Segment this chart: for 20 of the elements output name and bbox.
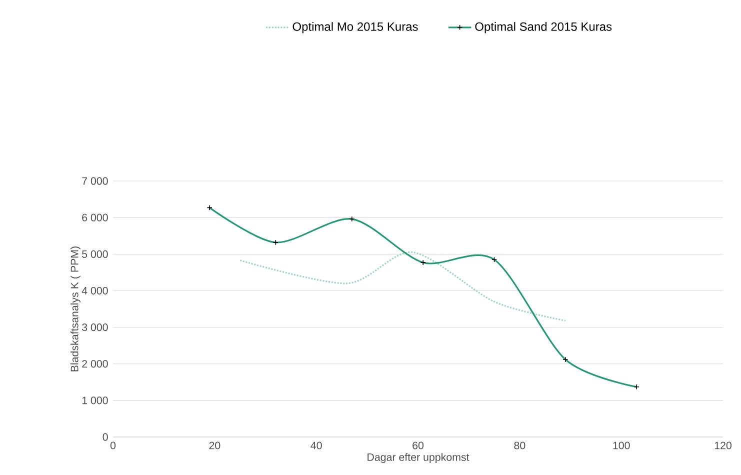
x-tick-label: 40 — [310, 442, 322, 450]
x-tick-label: 80 — [514, 442, 526, 450]
legend-label: Optimal Sand 2015 Kuras — [475, 22, 612, 34]
x-tick-label: 100 — [613, 442, 630, 450]
y-axis-title: Bladskaftsanalys K ( PPM) — [70, 246, 80, 372]
y-tick-label: 0 — [102, 433, 108, 441]
x-axis-title: Dagar efter uppkomst — [368, 453, 470, 464]
line-series — [239, 252, 566, 322]
y-tick-label: 7 000 — [82, 177, 108, 185]
y-tick-label: 4 000 — [82, 286, 108, 294]
legend-label: Optimal Mo 2015 Kuras — [292, 22, 418, 34]
x-tick-label: 120 — [714, 442, 732, 450]
y-tick-label: 2 000 — [82, 360, 108, 368]
x-tick-label: 0 — [110, 442, 116, 450]
x-tick-label: 20 — [209, 442, 220, 450]
y-tick-label: 5 000 — [82, 250, 108, 258]
y-tick-label: 1 000 — [82, 396, 108, 404]
y-tick-label: 3 000 — [82, 324, 108, 332]
x-tick-label: 60 — [412, 442, 424, 450]
y-tick-label: 6 000 — [82, 214, 108, 222]
